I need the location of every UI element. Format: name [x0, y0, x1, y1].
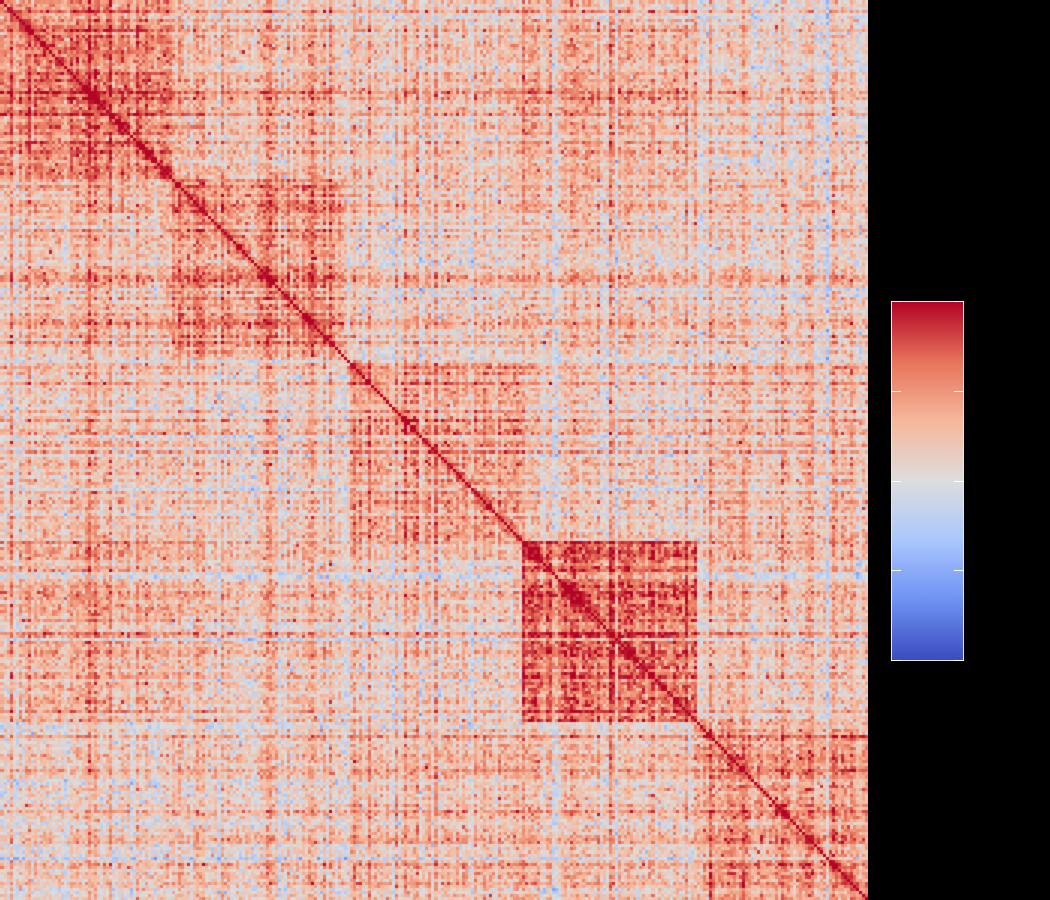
colorbar-tick-right-2: [954, 481, 964, 482]
colorbar-tick-right-1: [954, 570, 964, 571]
colorbar-tick-right-0: [954, 660, 964, 661]
colorbar-tick-right-3: [954, 391, 964, 392]
colorbar-tick-right-4: [954, 301, 964, 302]
colorbar-tick-left-0: [891, 660, 901, 661]
colorbar-gradient: [891, 301, 964, 661]
colorbar-tick-left-1: [891, 570, 901, 571]
colorbar-tick-left-3: [891, 391, 901, 392]
colorbar-tick-left-2: [891, 481, 901, 482]
colorbar-tick-left-4: [891, 301, 901, 302]
correlation-heatmap: [0, 0, 868, 900]
colorbar: [891, 301, 964, 661]
